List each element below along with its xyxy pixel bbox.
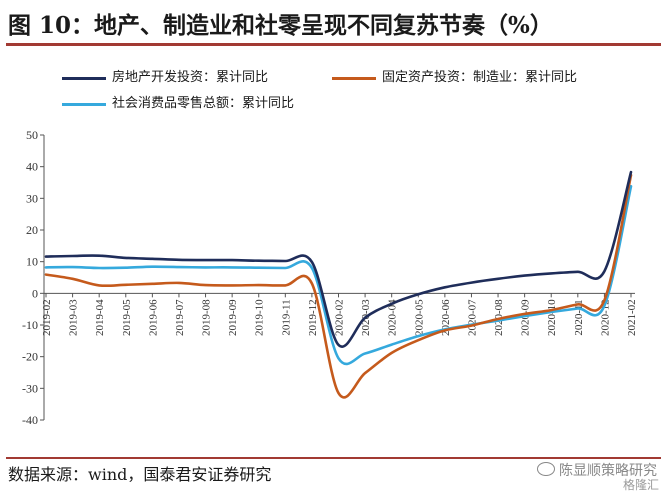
legend-swatch-manufacturing <box>332 77 376 80</box>
y-tick-label: 20 <box>26 223 38 237</box>
series-line-manufacturing <box>44 173 633 399</box>
legend-swatch-retail-sales <box>62 103 106 106</box>
x-tick-label: 2020-06 <box>440 299 452 336</box>
x-tick-label: 2020-07 <box>466 299 478 336</box>
y-tick-label: -30 <box>22 381 38 395</box>
legend-swatch-real-estate <box>62 77 106 80</box>
x-tick-label: 2019-05 <box>121 299 133 336</box>
x-tick-label: 2019-10 <box>254 299 266 336</box>
y-tick-label: -20 <box>22 350 38 364</box>
x-tick-label: 2019-12 <box>307 299 319 336</box>
x-tick-label: 2019-09 <box>227 299 239 336</box>
x-tick-label: 2020-09 <box>520 299 532 336</box>
figure-title: 图 10：地产、制造业和社零呈现不同复苏节奏（%） <box>8 12 553 39</box>
legend-label-retail-sales: 社会消费品零售总额：累计同比 <box>112 96 295 111</box>
y-tick-label: 40 <box>26 160 38 174</box>
x-tick-label: 2019-06 <box>147 299 159 336</box>
x-tick-label: 2019-02 <box>41 299 53 336</box>
watermark-text: 陈显顺策略研究 <box>559 463 657 479</box>
y-tick-label: -40 <box>22 413 38 427</box>
wechat-icon <box>537 462 555 476</box>
footer-divider <box>6 457 661 459</box>
x-tick-label: 2019-03 <box>68 299 80 336</box>
x-tick-label: 2020-10 <box>546 299 558 336</box>
series-line-real-estate <box>44 170 633 348</box>
y-tick-label: 50 <box>26 128 38 142</box>
legend-label-manufacturing: 固定资产投资：制造业：累计同比 <box>382 70 578 85</box>
x-tick-label: 2021-02 <box>626 299 638 336</box>
x-tick-label: 2019-04 <box>94 299 106 336</box>
y-tick-label: -10 <box>22 318 38 332</box>
x-tick-label: 2020-08 <box>493 299 505 336</box>
x-tick-label: 2020-05 <box>413 299 425 336</box>
watermark-brand: 格隆汇 <box>622 478 659 492</box>
y-tick-label: 0 <box>32 286 38 300</box>
x-tick-label: 2020-04 <box>387 299 399 336</box>
series-line-retail-sales <box>44 185 633 366</box>
y-tick-label: 10 <box>26 255 38 269</box>
title-divider <box>6 43 661 46</box>
legend-label-real-estate: 房地产开发投资：累计同比 <box>112 70 269 85</box>
x-tick-label: 2020-02 <box>334 299 346 336</box>
x-tick-label: 2019-11 <box>280 299 292 335</box>
y-tick-label: 30 <box>26 191 38 205</box>
x-tick-label: 2019-07 <box>174 299 186 336</box>
watermark: 陈显顺策略研究 <box>537 460 657 480</box>
figure-header: 图 10：地产、制造业和社零呈现不同复苏节奏（%） <box>0 0 667 44</box>
data-source-note: 数据来源：wind，国泰君安证券研究 <box>8 465 272 484</box>
chart-legend: 房地产开发投资：累计同比 固定资产投资：制造业：累计同比 社会消费品零售总额：累… <box>0 0 667 120</box>
x-tick-label: 2019-08 <box>201 299 213 336</box>
